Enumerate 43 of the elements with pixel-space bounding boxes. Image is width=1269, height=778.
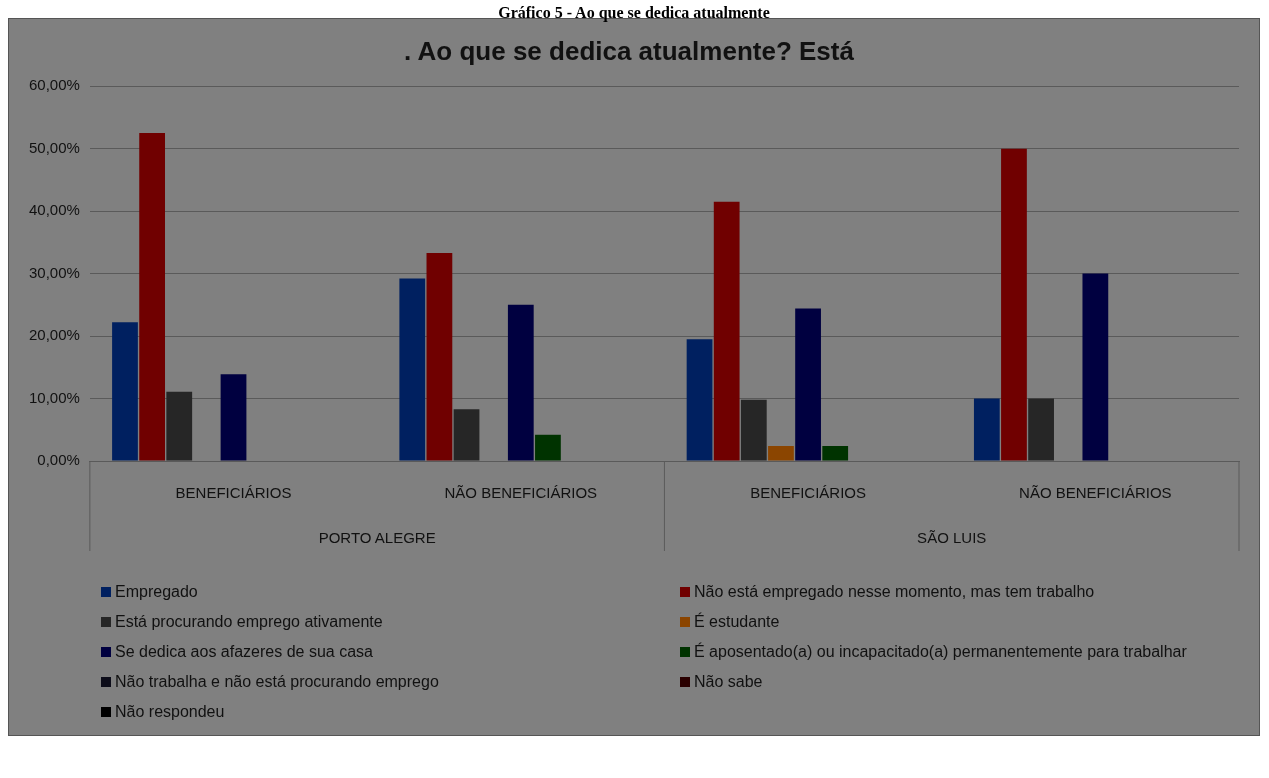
x-tick-label: NÃO BENEFICIÁRIOS	[444, 484, 598, 502]
bar	[453, 409, 480, 461]
bar	[166, 391, 193, 461]
y-tick-label: 0,00%	[37, 451, 80, 469]
legend-label: Não respondeu	[115, 703, 225, 721]
bar	[507, 304, 534, 461]
y-tick-label: 60,00%	[29, 76, 80, 94]
text: PORTO ALEGRE	[318, 529, 436, 547]
bar	[768, 446, 794, 461]
y-tick-label: 30,00%	[29, 263, 80, 281]
legend-label: Está procurando emprego ativamente	[115, 613, 383, 631]
legend-label: Não está empregado nesse momento, mas tem trabalho	[694, 583, 1095, 601]
y-tick-label: 40,00%	[29, 201, 80, 219]
x-tick-label: NÃO BENEFICIÁRIOS	[1019, 484, 1172, 502]
bar	[686, 339, 713, 461]
text: Gráfico 5 - Ao que se dedica atualmente	[497, 4, 771, 21]
legend-label: Empregado	[115, 583, 198, 601]
legend-label: Não sabe	[694, 673, 763, 691]
bar	[740, 399, 767, 461]
x-tick-label: BENEFICIÁRIOS	[750, 484, 867, 502]
bar	[1028, 398, 1054, 461]
bar	[822, 446, 849, 461]
x-tick-label: BENEFICIÁRIOS	[175, 484, 292, 502]
chart-title: . Ao que se dedica atualmente? Está	[404, 35, 855, 66]
bar	[1001, 148, 1027, 461]
y-tick-label: 20,00%	[29, 326, 80, 344]
bar	[713, 201, 740, 461]
legend-label: Se dedica aos afazeres de sua casa	[115, 643, 373, 661]
bar	[220, 374, 247, 461]
bar	[1082, 273, 1109, 461]
bar	[139, 133, 166, 461]
bar	[535, 434, 561, 461]
bar	[112, 322, 138, 461]
legend-label: É aposentado(a) ou incapacitado(a) permanentemente para trabalhar	[694, 643, 1187, 661]
bar	[973, 398, 1000, 461]
bar	[399, 278, 426, 461]
y-tick-label: 50,00%	[29, 138, 80, 156]
legend-label: Não trabalha e não está procurando emprego	[115, 673, 439, 691]
text: SÃO LUIS	[917, 529, 987, 547]
legend-label: É estudante	[694, 613, 780, 631]
bar	[426, 252, 453, 461]
bar	[795, 308, 821, 461]
y-tick-label: 10,00%	[29, 388, 80, 406]
